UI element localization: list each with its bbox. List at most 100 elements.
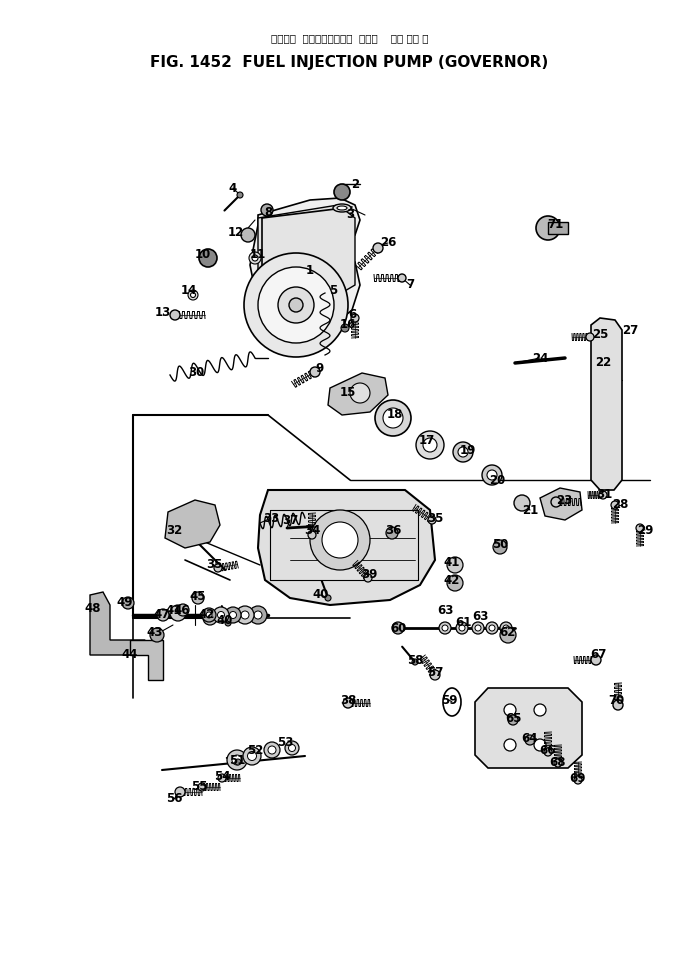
Circle shape <box>453 442 473 462</box>
Circle shape <box>364 574 372 582</box>
Circle shape <box>203 611 217 625</box>
Circle shape <box>486 622 498 634</box>
Circle shape <box>503 625 509 631</box>
Circle shape <box>229 612 236 618</box>
Text: 12: 12 <box>228 226 244 239</box>
Text: 35: 35 <box>427 511 443 525</box>
Text: 22: 22 <box>595 356 611 368</box>
Circle shape <box>252 255 258 261</box>
Circle shape <box>308 531 316 539</box>
Circle shape <box>249 606 267 624</box>
Text: 58: 58 <box>407 654 424 666</box>
Circle shape <box>232 755 242 765</box>
Circle shape <box>227 750 247 770</box>
Circle shape <box>504 704 516 716</box>
Text: 29: 29 <box>637 523 653 537</box>
Polygon shape <box>250 198 360 325</box>
Circle shape <box>439 622 451 634</box>
Circle shape <box>217 612 224 618</box>
Circle shape <box>191 292 196 297</box>
Circle shape <box>534 704 546 716</box>
Text: 46: 46 <box>174 604 190 617</box>
Text: 4: 4 <box>229 181 237 195</box>
Circle shape <box>264 742 280 758</box>
Text: 24: 24 <box>532 352 548 364</box>
Circle shape <box>351 314 359 322</box>
Text: 44: 44 <box>122 649 138 661</box>
Text: 42: 42 <box>444 574 460 586</box>
Text: 26: 26 <box>380 237 396 249</box>
Text: 70: 70 <box>608 693 624 706</box>
Circle shape <box>322 522 358 558</box>
Circle shape <box>514 495 530 511</box>
Circle shape <box>334 184 350 200</box>
Circle shape <box>268 746 276 754</box>
Circle shape <box>373 243 383 253</box>
Circle shape <box>636 524 644 532</box>
Text: 23: 23 <box>556 494 572 506</box>
Circle shape <box>237 192 243 198</box>
Text: 13: 13 <box>155 307 171 319</box>
Circle shape <box>544 748 552 756</box>
Circle shape <box>150 628 164 642</box>
Circle shape <box>341 324 349 332</box>
Circle shape <box>392 622 404 634</box>
Circle shape <box>188 290 198 300</box>
Text: 60: 60 <box>390 621 406 634</box>
Text: 3: 3 <box>346 208 354 221</box>
Circle shape <box>534 739 546 751</box>
Circle shape <box>375 400 411 436</box>
Circle shape <box>225 607 241 623</box>
Text: 64: 64 <box>521 731 538 744</box>
Text: 30: 30 <box>188 366 204 380</box>
Circle shape <box>285 741 299 755</box>
Polygon shape <box>165 500 220 548</box>
Circle shape <box>249 252 261 264</box>
Circle shape <box>247 752 257 761</box>
Circle shape <box>591 655 601 665</box>
Text: 56: 56 <box>166 793 182 805</box>
Circle shape <box>122 597 134 609</box>
Circle shape <box>243 747 261 765</box>
Circle shape <box>244 253 348 357</box>
Circle shape <box>261 204 273 216</box>
Text: 28: 28 <box>612 499 628 511</box>
Circle shape <box>487 470 497 480</box>
Text: 27: 27 <box>622 323 638 336</box>
Circle shape <box>175 787 185 797</box>
Text: 45: 45 <box>189 590 206 604</box>
Text: 8: 8 <box>264 206 272 219</box>
Circle shape <box>170 310 180 320</box>
Text: 57: 57 <box>427 665 443 679</box>
Circle shape <box>472 622 484 634</box>
Circle shape <box>206 612 212 618</box>
Circle shape <box>489 625 495 631</box>
Circle shape <box>458 447 468 457</box>
Text: 36: 36 <box>385 523 401 537</box>
Text: 43: 43 <box>147 625 163 639</box>
Circle shape <box>258 267 334 343</box>
Text: 32: 32 <box>166 523 182 537</box>
Circle shape <box>475 625 481 631</box>
Text: 35: 35 <box>206 558 222 572</box>
Text: 49: 49 <box>117 596 134 610</box>
Circle shape <box>254 611 262 619</box>
Text: 47: 47 <box>154 609 170 621</box>
Circle shape <box>177 604 189 616</box>
Circle shape <box>199 249 217 267</box>
Circle shape <box>500 622 512 634</box>
Circle shape <box>192 592 204 604</box>
Text: 21: 21 <box>522 504 538 516</box>
Text: 71: 71 <box>547 218 563 232</box>
Text: 39: 39 <box>361 569 377 581</box>
Text: 41: 41 <box>166 604 182 617</box>
Circle shape <box>289 298 303 312</box>
Circle shape <box>586 333 594 341</box>
Text: 17: 17 <box>419 433 435 446</box>
Circle shape <box>430 670 440 680</box>
Text: 6: 6 <box>348 309 356 321</box>
Circle shape <box>278 287 314 323</box>
Circle shape <box>456 622 468 634</box>
Polygon shape <box>258 490 435 605</box>
Text: FIG. 1452  FUEL INJECTION PUMP (GOVERNOR): FIG. 1452 FUEL INJECTION PUMP (GOVERNOR) <box>150 55 549 69</box>
